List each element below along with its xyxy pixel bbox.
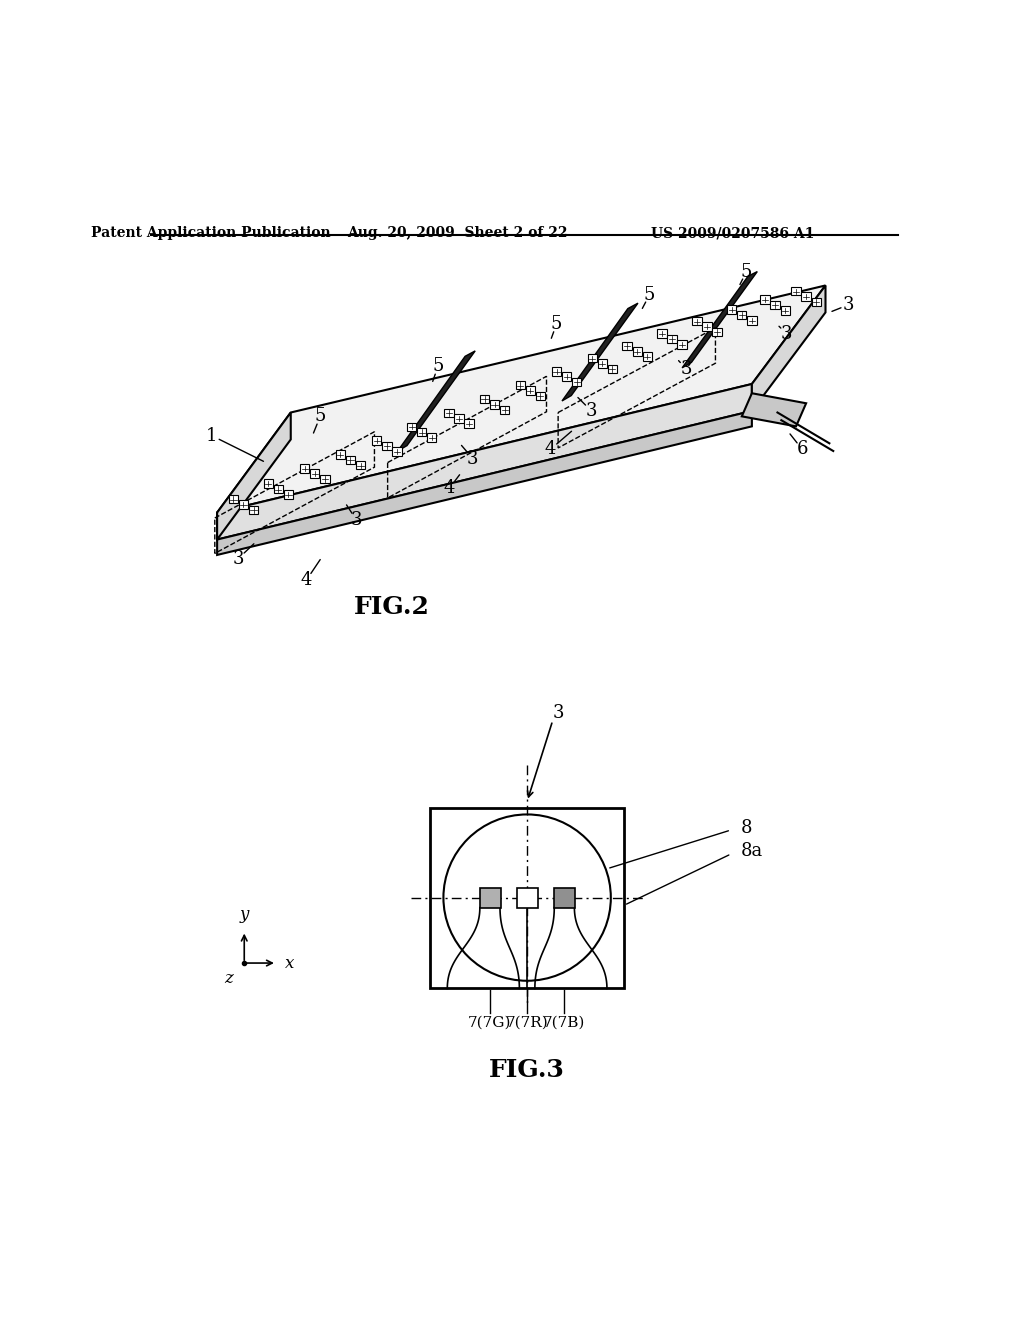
Text: Aug. 20, 2009  Sheet 2 of 22: Aug. 20, 2009 Sheet 2 of 22 bbox=[347, 226, 567, 240]
Polygon shape bbox=[525, 387, 535, 395]
Polygon shape bbox=[321, 475, 330, 483]
Polygon shape bbox=[515, 381, 524, 389]
Polygon shape bbox=[444, 409, 454, 417]
Polygon shape bbox=[346, 455, 355, 465]
Text: 5: 5 bbox=[644, 285, 655, 304]
Text: 5: 5 bbox=[551, 315, 562, 333]
Polygon shape bbox=[427, 433, 436, 442]
Polygon shape bbox=[372, 437, 381, 445]
Polygon shape bbox=[692, 317, 701, 326]
Polygon shape bbox=[407, 422, 417, 430]
Polygon shape bbox=[623, 342, 632, 350]
Polygon shape bbox=[536, 392, 545, 400]
Polygon shape bbox=[713, 327, 722, 337]
Polygon shape bbox=[217, 411, 752, 554]
Text: 8a: 8a bbox=[740, 842, 763, 861]
Polygon shape bbox=[761, 296, 770, 304]
Bar bbox=[430, 808, 624, 989]
Polygon shape bbox=[500, 405, 509, 414]
Text: 4: 4 bbox=[444, 479, 456, 496]
Polygon shape bbox=[748, 317, 757, 325]
Polygon shape bbox=[657, 330, 667, 338]
Bar bbox=[554, 887, 575, 908]
Polygon shape bbox=[464, 420, 474, 428]
Polygon shape bbox=[310, 470, 319, 478]
Text: 3: 3 bbox=[680, 359, 692, 378]
Text: y: y bbox=[240, 906, 249, 923]
Polygon shape bbox=[562, 372, 571, 381]
Polygon shape bbox=[284, 490, 293, 499]
Text: 7(7B): 7(7B) bbox=[543, 1015, 586, 1030]
Text: 4: 4 bbox=[545, 441, 556, 458]
Polygon shape bbox=[249, 506, 258, 515]
Polygon shape bbox=[552, 367, 561, 376]
Text: 8: 8 bbox=[740, 820, 752, 837]
Polygon shape bbox=[217, 285, 825, 512]
Polygon shape bbox=[752, 285, 825, 411]
Text: 7(7G): 7(7G) bbox=[468, 1015, 512, 1030]
Polygon shape bbox=[812, 298, 821, 306]
Text: 3: 3 bbox=[467, 450, 478, 467]
Polygon shape bbox=[727, 305, 736, 314]
Text: 3: 3 bbox=[781, 325, 793, 343]
Text: FIG.3: FIG.3 bbox=[489, 1057, 565, 1082]
Text: 3: 3 bbox=[232, 550, 244, 568]
Polygon shape bbox=[336, 450, 345, 459]
Bar bbox=[480, 887, 501, 908]
Polygon shape bbox=[392, 447, 401, 455]
Polygon shape bbox=[588, 354, 597, 363]
Text: Patent Application Publication: Patent Application Publication bbox=[91, 226, 331, 240]
Polygon shape bbox=[643, 352, 652, 360]
Polygon shape bbox=[737, 312, 746, 319]
Polygon shape bbox=[300, 465, 309, 473]
Polygon shape bbox=[802, 293, 811, 301]
Text: 4: 4 bbox=[301, 572, 312, 589]
Polygon shape bbox=[356, 461, 366, 470]
Polygon shape bbox=[741, 393, 806, 426]
Polygon shape bbox=[217, 384, 752, 540]
Polygon shape bbox=[598, 359, 607, 368]
Polygon shape bbox=[489, 400, 500, 409]
Polygon shape bbox=[263, 479, 273, 488]
Bar bbox=[517, 887, 538, 908]
Text: 3: 3 bbox=[351, 511, 362, 529]
Text: 3: 3 bbox=[552, 704, 564, 722]
Text: 7(7R): 7(7R) bbox=[506, 1015, 549, 1030]
Polygon shape bbox=[682, 272, 758, 368]
Polygon shape bbox=[780, 306, 790, 314]
Text: 5: 5 bbox=[432, 358, 443, 375]
Polygon shape bbox=[792, 286, 801, 296]
Polygon shape bbox=[239, 500, 248, 508]
Polygon shape bbox=[455, 414, 464, 422]
Text: z: z bbox=[224, 970, 233, 987]
Polygon shape bbox=[397, 351, 475, 451]
Text: 6: 6 bbox=[797, 441, 808, 458]
Polygon shape bbox=[572, 378, 582, 387]
Text: 5: 5 bbox=[314, 408, 326, 425]
Polygon shape bbox=[228, 495, 238, 503]
Text: FIG.2: FIG.2 bbox=[353, 595, 429, 619]
Text: 1: 1 bbox=[206, 426, 217, 445]
Text: 3: 3 bbox=[586, 403, 597, 420]
Text: x: x bbox=[285, 954, 294, 972]
Text: 3: 3 bbox=[843, 296, 854, 314]
Polygon shape bbox=[273, 484, 283, 494]
Polygon shape bbox=[417, 428, 426, 437]
Polygon shape bbox=[382, 442, 391, 450]
Polygon shape bbox=[480, 395, 489, 404]
Polygon shape bbox=[217, 412, 291, 540]
Polygon shape bbox=[678, 341, 687, 348]
Polygon shape bbox=[702, 322, 712, 331]
Polygon shape bbox=[668, 335, 677, 343]
Polygon shape bbox=[562, 304, 638, 401]
Text: 5: 5 bbox=[740, 263, 753, 281]
Polygon shape bbox=[607, 364, 617, 374]
Polygon shape bbox=[633, 347, 642, 355]
Text: US 2009/0207586 A1: US 2009/0207586 A1 bbox=[651, 226, 814, 240]
Polygon shape bbox=[770, 301, 779, 309]
